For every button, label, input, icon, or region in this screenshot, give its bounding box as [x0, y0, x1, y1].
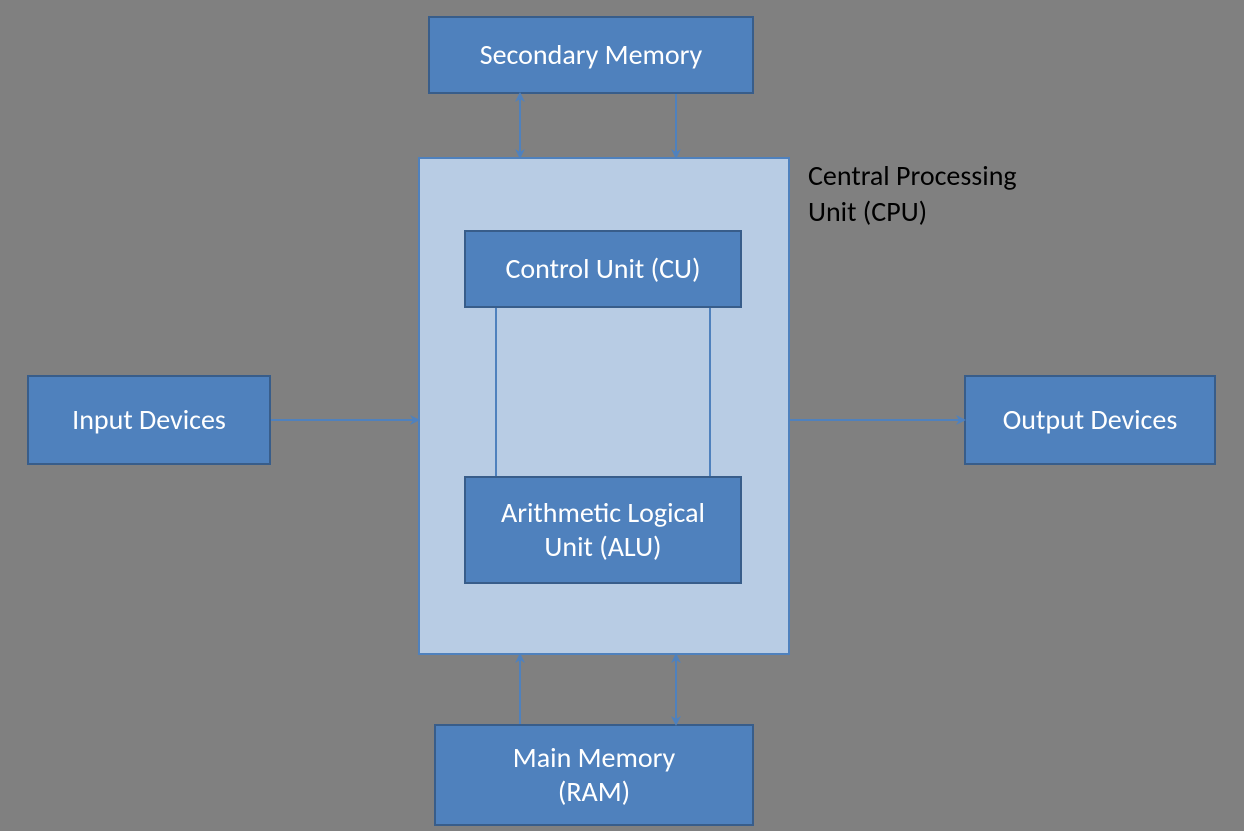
alu-label: Arithmetic LogicalUnit (ALU): [501, 496, 705, 563]
node-secondary-memory: Secondary Memory: [428, 16, 754, 94]
node-input-devices: Input Devices: [27, 375, 271, 465]
node-main-memory: Main Memory(RAM): [434, 724, 754, 826]
node-control-unit: Control Unit (CU): [464, 230, 742, 308]
input-devices-label: Input Devices: [72, 403, 226, 437]
control-unit-label: Control Unit (CU): [505, 252, 700, 286]
node-alu: Arithmetic LogicalUnit (ALU): [464, 476, 742, 584]
main-memory-label: Main Memory(RAM): [513, 741, 675, 808]
node-output-devices: Output Devices: [964, 375, 1216, 465]
output-devices-label: Output Devices: [1003, 403, 1178, 437]
cpu-label: Central ProcessingUnit (CPU): [808, 158, 1068, 231]
secondary-memory-label: Secondary Memory: [480, 38, 702, 72]
